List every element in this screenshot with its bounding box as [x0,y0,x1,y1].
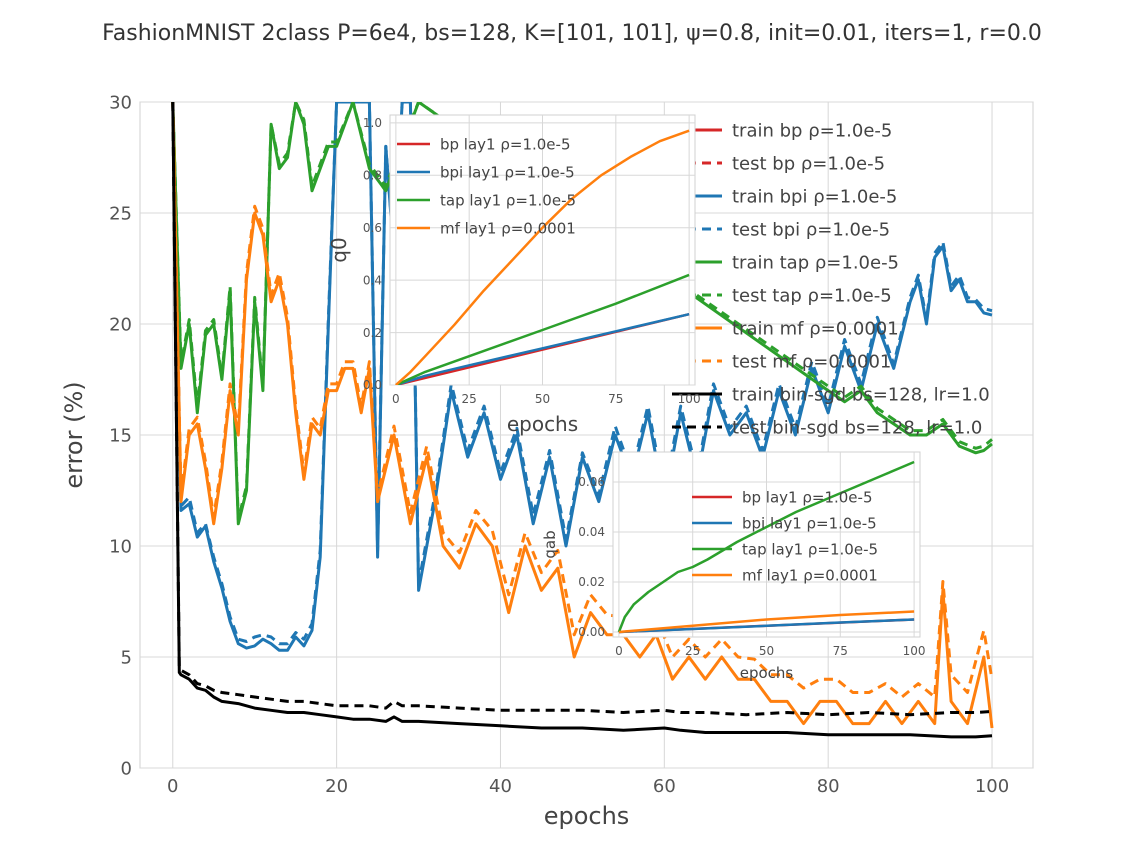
y-axis-label: q0 [327,237,351,262]
series-line-3 [395,129,690,385]
x-tick-label: 25 [462,392,477,406]
legend-label-7: test mf ρ=0.0001 [732,351,891,372]
y-tick-label: 0.8 [363,168,382,182]
x-tick-label: 25 [685,644,700,658]
y-tick-label: 0.6 [363,221,382,235]
series-line-9 [171,102,993,717]
series-line-3 [171,102,993,646]
legend-label-0: bp lay1 ρ=1.0e-5 [440,135,571,153]
x-tick-label: 20 [325,776,348,797]
y-axis-label: qab [541,530,559,558]
x-tick-label: 0 [615,644,623,658]
inset-chart-qab: 0 25 50 75 100 0.00 0.02 0.04 0.06 epochs qab bp la… [541,451,926,682]
legend-label-2: train bpi ρ=1.0e-5 [732,186,897,207]
legend-label-1: test bp ρ=1.0e-5 [732,153,885,174]
series-line-1 [618,618,915,634]
y-tick-label: 5 [121,647,132,668]
y-tick-label: 0.02 [578,575,605,589]
x-tick-label: 100 [678,392,701,406]
y-tick-label: 0 [121,758,132,779]
x-tick-label: 75 [833,644,848,658]
legend-label-0: bp lay1 ρ=1.0e-5 [742,488,873,506]
x-tick-label: 60 [653,776,676,797]
legend-label-1: bpi lay1 ρ=1.0e-5 [440,163,575,181]
y-tick-label: 10 [109,536,132,557]
series-line-4 [171,102,993,526]
series-line-8 [171,102,993,739]
y-tick-label: 25 [109,203,132,224]
legend-label-3: mf lay1 ρ=0.0001 [440,219,576,237]
series-line-2 [617,460,915,633]
y-tick-label: 15 [109,425,132,446]
y-tick-label: 0.00 [578,625,605,639]
y-axis-label: error (%) [60,381,88,488]
y-tick-label: 0.2 [363,326,382,340]
y-tick-label: 20 [109,314,132,335]
x-tick-label: 100 [975,776,1009,797]
legend-label-5: test tap ρ=1.0e-5 [732,285,892,306]
x-tick-label: 75 [608,392,623,406]
series-line-1 [395,312,690,385]
chart-title: FashionMNIST 2class P=6e4, bs=128, K=[10… [102,21,1042,46]
x-axis-label: epochs [740,664,794,682]
x-tick-label: 100 [903,644,926,658]
x-tick-label: 40 [489,776,512,797]
legend-label-4: train tap ρ=1.0e-5 [732,252,899,273]
x-tick-label: 50 [535,392,550,406]
y-tick-label: 1.0 [363,116,382,130]
y-tick-label: 0.06 [578,475,605,489]
legend-label-9: test bin-sgd bs=128, lr=1.0 [732,417,982,438]
inset-chart-q0: 0 25 50 75 100 0.0 0.2 0.4 0.6 0.8 1.0 epochs q0 bp l… [327,114,701,436]
legend-label-2: tap lay1 ρ=1.0e-5 [742,540,878,558]
y-tick-label: 0.04 [578,525,605,539]
y-tick-label: 30 [109,92,132,113]
x-tick-label: 0 [392,392,400,406]
series-line-7 [171,102,994,699]
series-line-5 [171,102,993,521]
series-line-2 [171,102,993,652]
legend-label-3: mf lay1 ρ=0.0001 [742,566,878,584]
x-tick-label: 80 [817,776,840,797]
y-tick-label: 0.4 [363,273,382,287]
legend-label-0: train bp ρ=1.0e-5 [732,120,892,141]
legend-label-6: train mf ρ=0.0001 [732,318,899,339]
legend-label-2: tap lay1 ρ=1.0e-5 [440,191,576,209]
x-axis-label: epochs [544,802,630,830]
legend-label-1: bpi lay1 ρ=1.0e-5 [742,514,877,532]
x-tick-label: 50 [759,644,774,658]
y-tick-label: 0.0 [363,378,382,392]
series-line-3 [618,610,915,634]
series-line-6 [171,102,994,729]
legend-label-3: test bpi ρ=1.0e-5 [732,219,890,240]
legend-label-8: train bin-sgd bs=128, lr=1.0 [732,384,990,405]
x-axis-label: epochs [507,412,578,436]
x-tick-label: 0 [167,776,178,797]
series-line-2 [395,273,690,385]
